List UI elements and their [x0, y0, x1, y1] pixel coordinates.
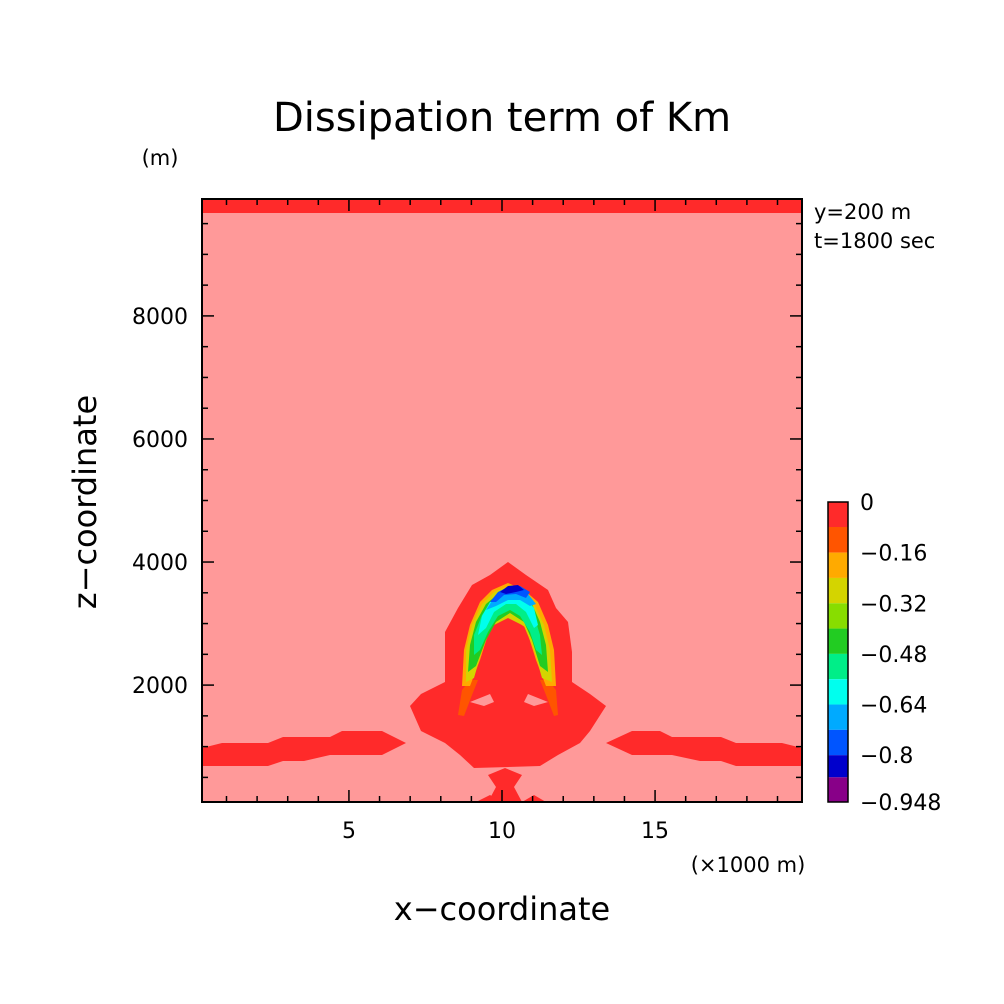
colorbar: 0 −0.16 −0.32 −0.48 −0.64 −0.8 −0.948	[827, 491, 941, 816]
colorbar-swatch	[828, 603, 848, 629]
x-tick-label: 15	[641, 819, 669, 844]
bottom-red-patch-2	[476, 795, 502, 802]
plume-hole-right	[524, 694, 548, 706]
colorbar-swatch	[828, 552, 848, 578]
colorbar-label: 0	[860, 491, 874, 516]
colorbar-swatch	[828, 628, 848, 654]
colorbar-swatch	[828, 527, 848, 553]
y-tick-label: 4000	[132, 551, 188, 576]
y-unit-label: (m)	[142, 146, 179, 170]
colorbar-label: −0.64	[860, 694, 927, 719]
colorbar-frame	[827, 501, 849, 803]
plume-orange-streak-right	[540, 680, 558, 716]
annotation-y: y=200 m	[814, 200, 911, 224]
colorbar-swatch	[828, 755, 848, 778]
bottom-red-patch-3	[522, 795, 546, 802]
plume-dark-blue-core	[500, 585, 524, 594]
colorbar-swatch	[828, 577, 848, 604]
x-axis-label: x−coordinate	[394, 890, 610, 928]
plume-envelope	[410, 562, 606, 768]
left-low-band	[202, 731, 406, 766]
colorbar-swatch	[828, 502, 848, 527]
bottom-red-patch-1	[488, 768, 522, 802]
colorbar-label: −0.16	[860, 542, 927, 567]
colorbar-swatch	[828, 679, 848, 705]
y-axis-label: z−coordinate	[66, 395, 104, 609]
colorbar-label: −0.8	[860, 744, 913, 769]
x-tick-label: 5	[342, 819, 356, 844]
plume-orange-streak	[458, 680, 478, 716]
colorbar-label: −0.32	[860, 592, 927, 617]
colorbar-swatch	[828, 729, 848, 756]
y-tick-label: 8000	[132, 305, 188, 330]
chart-title: Dissipation term of Km	[273, 95, 731, 141]
colorbar-swatch	[828, 653, 848, 680]
plume-hole-left	[470, 694, 494, 706]
right-low-band	[606, 731, 802, 766]
contour-regions	[202, 199, 802, 802]
plot-area	[202, 199, 802, 802]
y-tick-label: 6000	[132, 428, 188, 453]
x-tick-label: 10	[488, 819, 516, 844]
x-unit-label: (×1000 m)	[691, 853, 806, 877]
colorbar-swatch	[828, 777, 848, 802]
y-tick-label: 2000	[132, 674, 188, 699]
colorbar-label: −0.48	[860, 643, 927, 668]
colorbar-swatch	[828, 704, 848, 730]
colorbar-label: −0.948	[860, 791, 941, 816]
x-axis-ticks: 5 10 15	[225, 199, 779, 844]
annotation-t: t=1800 sec	[814, 229, 935, 253]
y-axis-ticks: 2000 4000 6000 8000	[132, 222, 802, 779]
